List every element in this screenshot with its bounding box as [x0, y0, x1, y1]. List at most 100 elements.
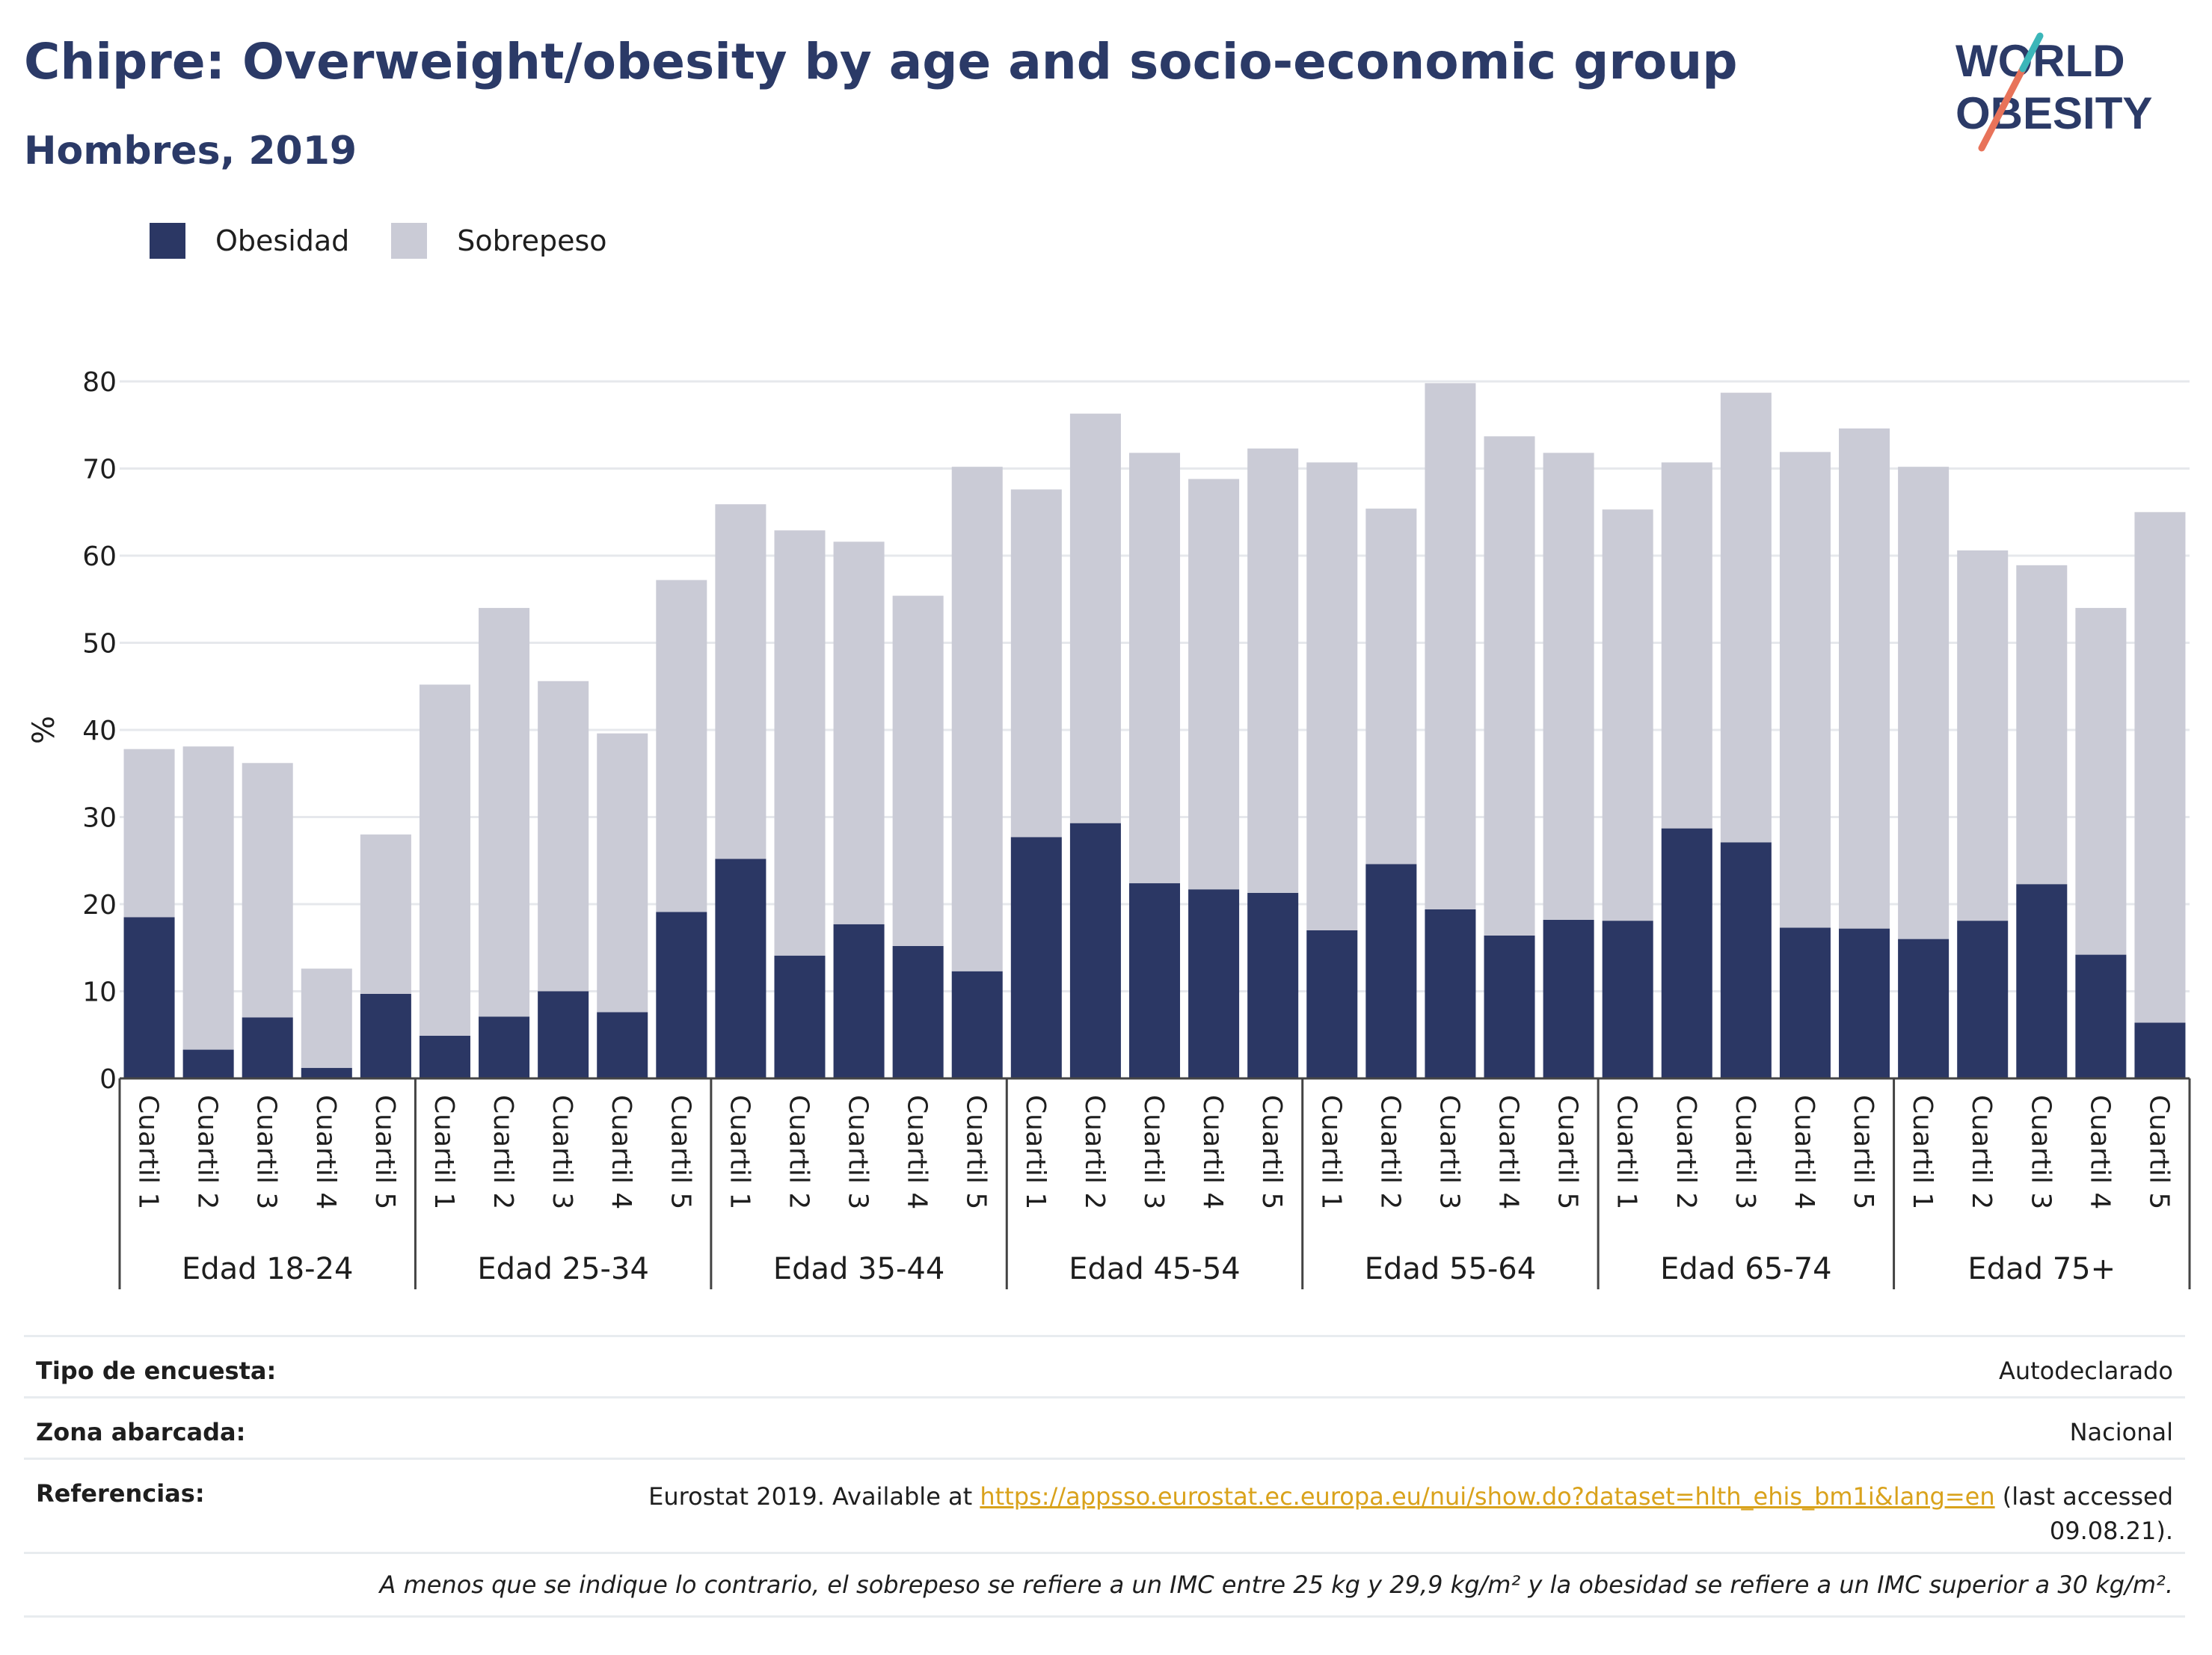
- area-label: Zona abarcada:: [36, 1418, 246, 1446]
- x-tick-label: Cuartil 5: [961, 1095, 992, 1209]
- x-tick-label: Cuartil 1: [724, 1095, 755, 1209]
- x-tick-label: Cuartil 4: [2084, 1095, 2115, 1209]
- area-value: Nacional: [2069, 1418, 2173, 1446]
- bar-obesidad: [656, 912, 707, 1078]
- bar-sobrepeso: [1898, 467, 1950, 939]
- x-tick-label: Cuartil 5: [2143, 1095, 2174, 1209]
- bar-sobrepeso: [1365, 509, 1417, 865]
- bar-sobrepeso: [2075, 607, 2127, 955]
- logo-line1: WORLD: [1956, 36, 2125, 86]
- bar-obesidad: [1365, 864, 1417, 1078]
- y-axis-label: %: [27, 716, 61, 744]
- legend-label-obesidad: Obesidad: [215, 224, 350, 257]
- bar-sobrepeso: [1484, 436, 1535, 936]
- legend-swatch-sobrepeso: [391, 223, 428, 259]
- bar-sobrepeso: [479, 607, 530, 1017]
- bar-obesidad: [2134, 1022, 2186, 1078]
- group-label: Edad 35-44: [773, 1252, 945, 1286]
- meta-row-note: A menos que se indique lo contrario, el …: [24, 1552, 2185, 1618]
- chart-title: Chipre: Overweight/obesity by age and so…: [24, 33, 1738, 90]
- bar-obesidad: [1306, 930, 1358, 1078]
- definition-note: A menos que se indique lo contrario, el …: [379, 1570, 2173, 1599]
- group-label: Edad 75+: [1967, 1252, 2116, 1286]
- bar-obesidad: [2075, 954, 2127, 1078]
- bar-sobrepeso: [1128, 452, 1181, 884]
- x-tick-label: Cuartil 3: [843, 1095, 873, 1209]
- meta-row-references: Referencias: Eurostat 2019. Available at…: [24, 1458, 2185, 1554]
- x-tick-label: Cuartil 3: [1434, 1095, 1464, 1209]
- bar-sobrepeso: [301, 968, 352, 1069]
- bar-obesidad: [479, 1016, 530, 1078]
- bar-sobrepeso: [1839, 428, 1890, 929]
- bar-chart: 0 10 20 30 40 50 60 70 80% Cuartil 1 Cuartil 2 Cuar…: [27, 367, 2191, 1289]
- bar-sobrepeso: [1661, 462, 1712, 829]
- group-label: Edad 55-64: [1365, 1252, 1537, 1286]
- bar-sobrepeso: [1720, 393, 1772, 843]
- group-label: Edad 18-24: [182, 1252, 354, 1286]
- x-tick-label: Cuartil 5: [665, 1095, 695, 1209]
- y-tick-label: 80: [82, 367, 117, 398]
- x-tick-label: Cuartil 5: [1848, 1095, 1878, 1209]
- x-tick-label: Cuartil 5: [1256, 1095, 1287, 1209]
- bar-obesidad: [715, 859, 766, 1078]
- y-tick-label: 60: [82, 541, 117, 572]
- group-label: Edad 65-74: [1660, 1252, 1832, 1286]
- bar-sobrepeso: [419, 684, 470, 1036]
- bar-sobrepeso: [242, 763, 293, 1018]
- meta-row-survey: Tipo de encuesta: Autodeclarado: [24, 1335, 2185, 1398]
- y-tick-label: 40: [82, 716, 117, 746]
- references-value: Eurostat 2019. Available at https://apps…: [648, 1479, 2173, 1548]
- x-tick-label: Cuartil 2: [1671, 1095, 1701, 1209]
- x-tick-label: Cuartil 2: [1079, 1095, 1110, 1209]
- bar-obesidad: [1425, 909, 1476, 1078]
- bar-sobrepeso: [1247, 448, 1299, 893]
- bar-obesidad: [1247, 892, 1299, 1078]
- bar-obesidad: [1720, 842, 1772, 1078]
- bar-obesidad: [182, 1049, 234, 1078]
- bar-sobrepeso: [774, 530, 826, 956]
- bar-sobrepeso: [833, 541, 885, 924]
- group-label: Edad 45-54: [1069, 1252, 1241, 1286]
- bar-obesidad: [360, 993, 411, 1078]
- x-tick-label: Cuartil 2: [488, 1095, 518, 1209]
- bar-obesidad: [1128, 883, 1181, 1078]
- bar-obesidad: [1957, 921, 2009, 1078]
- bar-obesidad: [892, 945, 944, 1078]
- bar-sobrepeso: [538, 681, 589, 992]
- x-tick-label: Cuartil 1: [1907, 1095, 1938, 1209]
- legend-item-sobrepeso: Sobrepeso: [391, 223, 607, 259]
- legend-swatch-obesidad: [150, 223, 185, 259]
- y-tick-label: 10: [82, 977, 117, 1008]
- bar-obesidad: [1010, 837, 1062, 1078]
- bar-obesidad: [1484, 935, 1535, 1078]
- x-tick-label: Cuartil 3: [251, 1095, 282, 1209]
- x-tick-label: Cuartil 1: [1315, 1095, 1346, 1209]
- x-tick-label: Cuartil 4: [606, 1095, 636, 1209]
- bar-obesidad: [2016, 884, 2068, 1078]
- x-tick-label: Cuartil 5: [1552, 1095, 1583, 1209]
- bars: [123, 383, 2186, 1078]
- x-tick-label: Cuartil 1: [428, 1095, 459, 1209]
- references-link[interactable]: https://appsso.eurostat.ec.europa.eu/nui…: [980, 1482, 1995, 1511]
- bar-sobrepeso: [123, 749, 175, 918]
- x-tick-label: Cuartil 2: [1966, 1095, 1997, 1209]
- references-prefix: Eurostat 2019. Available at: [648, 1482, 980, 1511]
- x-tick-label: Cuartil 4: [1197, 1095, 1228, 1209]
- chart-legend: Obesidad Sobrepeso: [150, 218, 649, 263]
- bar-obesidad: [1543, 919, 1594, 1078]
- bar-sobrepeso: [715, 504, 766, 859]
- bar-sobrepeso: [1957, 550, 2009, 921]
- group-label: Edad 25-34: [477, 1252, 649, 1286]
- bar-sobrepeso: [951, 467, 1003, 971]
- y-tick-label: 0: [99, 1064, 117, 1095]
- x-tick-label: Cuartil 1: [133, 1095, 164, 1209]
- bar-sobrepeso: [892, 595, 944, 946]
- bar-sobrepeso: [182, 746, 234, 1050]
- survey-label: Tipo de encuesta:: [36, 1357, 277, 1385]
- bar-sobrepeso: [1543, 452, 1594, 920]
- bar-sobrepeso: [360, 834, 411, 994]
- world-obesity-logo: WORLD OBESITY: [1956, 32, 2152, 152]
- x-tick-label: Cuartil 3: [1730, 1095, 1760, 1209]
- references-suffix: (last accessed: [1994, 1482, 2173, 1511]
- x-tick-label: Cuartil 3: [547, 1095, 577, 1209]
